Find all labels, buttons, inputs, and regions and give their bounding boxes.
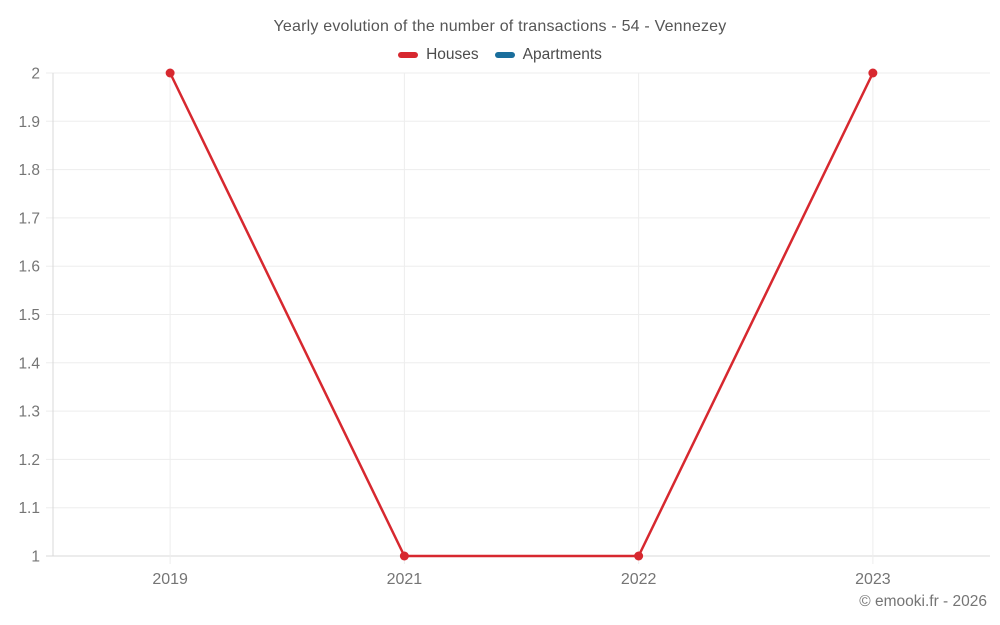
y-axis-tick-label: 1.8	[18, 162, 40, 179]
x-axis-tick-label: 2022	[621, 571, 657, 588]
y-axis-tick-label: 1.4	[18, 355, 40, 372]
series-line-houses	[168, 71, 875, 558]
x-axis-tick-label: 2021	[387, 571, 423, 588]
y-axis-tick-label: 1.5	[18, 307, 40, 324]
chart-title: Yearly evolution of the number of transa…	[273, 18, 727, 35]
data-point-houses-2021[interactable]	[399, 551, 409, 561]
y-axis-tick-label: 1.2	[18, 452, 40, 469]
legend-label-houses: Houses	[426, 46, 479, 63]
data-point-houses-2022[interactable]	[634, 551, 644, 561]
legend-item-houses[interactable]: Houses	[398, 46, 479, 64]
legend-item-apartments[interactable]: Apartments	[494, 46, 602, 64]
copyright-text: © emooki.fr - 2026	[859, 593, 987, 610]
legend-label-apartments: Apartments	[522, 46, 602, 63]
apartments-series-swatch-icon	[494, 52, 515, 58]
y-axis-tick-label: 2	[31, 66, 40, 83]
data-point-houses-2023[interactable]	[868, 68, 878, 78]
legend: Houses Apartments	[0, 46, 1000, 64]
y-axis-tick-label: 1.9	[18, 114, 40, 131]
houses-series-swatch-icon	[398, 52, 419, 58]
y-axis-tick-label: 1	[31, 549, 40, 566]
data-point-houses-2019[interactable]	[165, 68, 175, 78]
y-axis-tick-label: 1.1	[18, 500, 40, 517]
x-axis-tick-label: 2019	[152, 571, 188, 588]
y-axis-tick-label: 1.3	[18, 404, 40, 421]
x-axis-tick-label: 2023	[855, 571, 891, 588]
y-axis-tick-label: 1.6	[18, 259, 40, 276]
y-axis-tick-label: 1.7	[18, 210, 40, 227]
